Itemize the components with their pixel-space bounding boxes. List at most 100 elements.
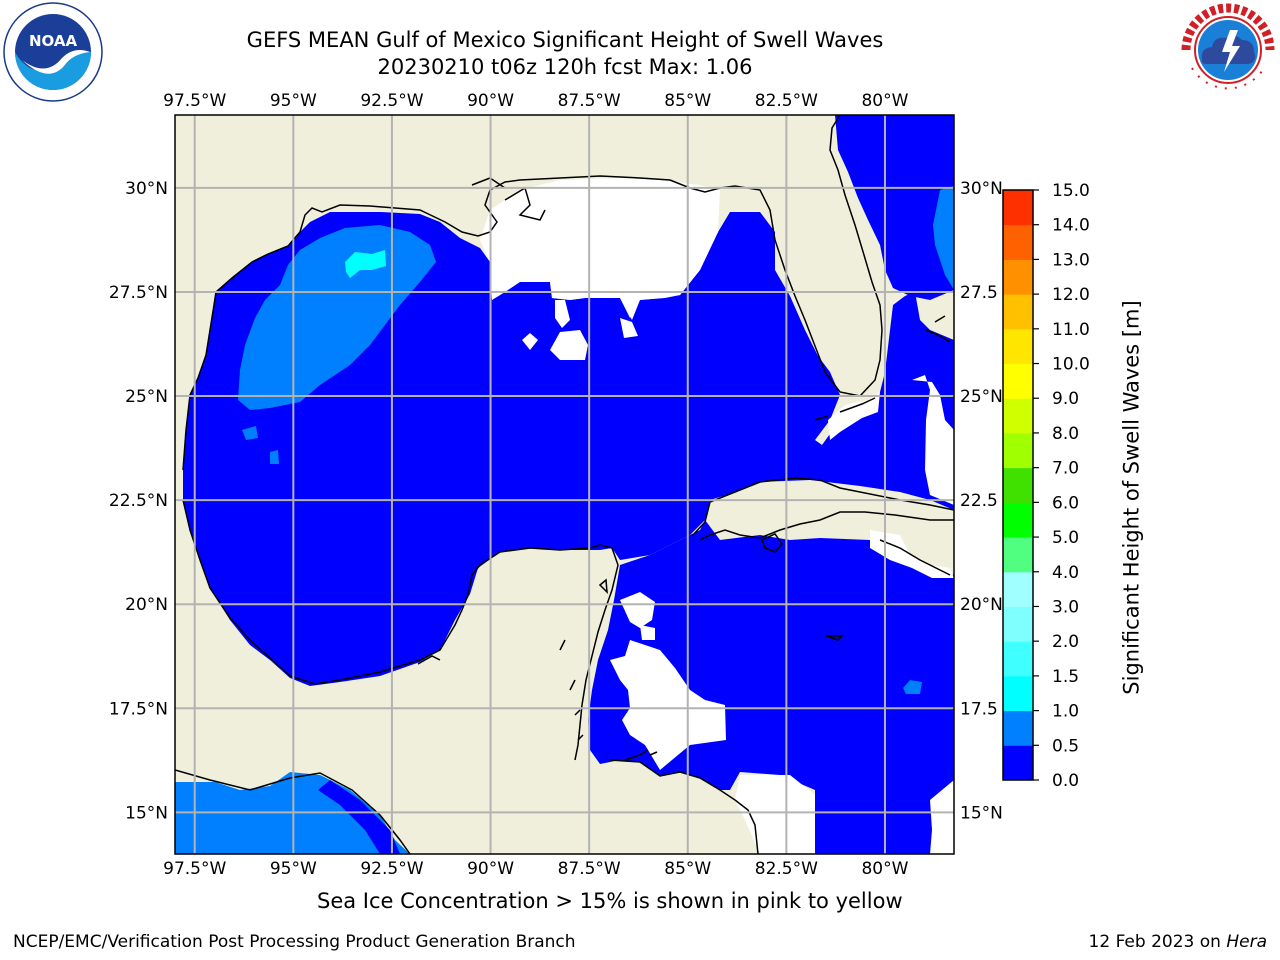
colorbar-tick-8: 6.0: [1052, 493, 1079, 513]
colorbar-tick-17: 15.0: [1052, 181, 1090, 201]
nodata-area-d: [620, 318, 638, 338]
colorbar-band-6: [1003, 537, 1033, 573]
colorbar-tick-11: 9.0: [1052, 389, 1079, 409]
coast-gulf: [182, 115, 883, 471]
lat-tick-right-1: 27.5: [960, 283, 998, 303]
gulf-swell-1-patch: [345, 250, 386, 278]
credit-text: NCEP/EMC/Verification Post Processing Pr…: [13, 932, 576, 952]
gulf-swell-05-patch-b: [270, 450, 279, 464]
lon-tick-bottom-6: 82.5°W: [755, 859, 818, 879]
colorbar-tick-15: 13.0: [1052, 250, 1090, 270]
nodata-area-nicaragua: [735, 775, 815, 854]
coast-yucatan: [182, 499, 619, 761]
coast-honduras-bay: [624, 749, 658, 761]
lon-tick-top-1: 95°W: [270, 91, 317, 111]
nodata-area-caribbean-b: [640, 625, 655, 640]
nws-logo-icon: [1180, 2, 1276, 98]
lat-tick-right-0: 30°N: [960, 179, 1003, 199]
colorbar-band-10: [1003, 398, 1033, 434]
colorbar-tick-7: 5.0: [1052, 528, 1079, 548]
colorbar-band-16: [1003, 190, 1033, 226]
colorbar-band-9: [1003, 432, 1033, 469]
lat-tick-left-2: 25°N: [125, 387, 168, 407]
coast-hispaniola: [879, 539, 951, 576]
lon-tick-top-4: 87.5°W: [558, 91, 621, 111]
lon-tick-bottom-4: 87.5°W: [558, 859, 621, 879]
chart-subtitle: 20230210 t06z 120h fcst Max: 1.06: [377, 55, 753, 79]
colorbar-tick-9: 7.0: [1052, 459, 1079, 479]
nodata-area-a: [550, 330, 588, 360]
coast-isla-juventud: [761, 533, 783, 553]
noaa-logo-icon: NOAA: [3, 2, 103, 102]
lat-tick-left-0: 30°N: [125, 179, 168, 199]
colorbar-band-5: [1003, 571, 1033, 607]
coast-jamaica: [825, 635, 844, 641]
lat-tick-right-5: 17.5: [960, 699, 998, 719]
colorbar-band-13: [1003, 294, 1033, 330]
colorbar-band-3: [1003, 641, 1033, 677]
coast-yucatan-north: [417, 655, 441, 665]
lat-tick-left-1: 27.5°N: [109, 283, 168, 303]
map-frame: [174, 114, 955, 855]
atlantic-ocean-field: [835, 115, 954, 300]
colorbar-tick-10: 8.0: [1052, 424, 1079, 444]
lat-tick-right-6: 15°N: [960, 803, 1003, 823]
lon-tick-bottom-0: 97.5°W: [163, 859, 226, 879]
nodata-area-caribbean: [620, 592, 655, 628]
atlantic-swell-05-patch: [933, 186, 954, 290]
lon-tick-top-6: 82.5°W: [755, 91, 818, 111]
gulf-swell-05-field: [238, 225, 436, 410]
colorbar-band-0: [1003, 745, 1033, 781]
coast-honduras: [609, 759, 759, 854]
colorbar-band-11: [1003, 363, 1033, 399]
lat-tick-left-5: 17.5°N: [109, 699, 168, 719]
coast-cozumel: [598, 578, 608, 594]
lon-tick-bottom-3: 90°W: [467, 859, 514, 879]
lat-tick-left-6: 15°N: [125, 803, 168, 823]
colorbar-band-12: [1003, 328, 1033, 365]
lon-tick-top-2: 92.5°W: [360, 91, 423, 111]
colorbar: 0.0 0.5 1.0 1.5 2.0 3.0 4.0 5.0 6.0 7.0 8.0 9.0 10.0…: [1002, 181, 1090, 791]
nodata-area-c: [555, 300, 570, 328]
colorbar-band-8: [1003, 467, 1033, 503]
colorbar-tick-12: 10.0: [1052, 355, 1090, 375]
axis-tick-labels: 97.5°W 97.5°W 95°W 95°W 92.5°W 92.5°W 90°W 90°W…: [109, 91, 1003, 879]
chart-title: GEFS MEAN Gulf of Mexico Significant Hei…: [246, 28, 884, 52]
colorbar-tick-0: 0.0: [1052, 771, 1079, 791]
colorbar-band-1: [1003, 710, 1033, 746]
nodata-area-honduras: [610, 640, 726, 770]
colorbar-tick-3: 1.5: [1052, 667, 1079, 687]
noaa-logo-text: NOAA: [29, 32, 78, 50]
lon-tick-top-7: 80°W: [861, 91, 908, 111]
colorbar-tick-13: 11.0: [1052, 320, 1090, 340]
lat-tick-right-2: 25°N: [960, 387, 1003, 407]
colorbar-tick-6: 4.0: [1052, 563, 1079, 583]
colorbar-tick-5: 3.0: [1052, 597, 1079, 617]
coast-belize-islands: [559, 639, 584, 741]
lon-tick-bottom-2: 92.5°W: [360, 859, 423, 879]
lon-tick-bottom-1: 95°W: [270, 859, 317, 879]
lon-tick-top-5: 85°W: [664, 91, 711, 111]
colorbar-tick-2: 1.0: [1052, 702, 1079, 722]
colorbar-band-14: [1003, 259, 1033, 295]
colorbar-band-15: [1003, 224, 1033, 260]
colorbar-tick-14: 12.0: [1052, 285, 1090, 305]
run-host: Hera: [1226, 932, 1267, 952]
run-date-text: 12 Feb 2023 on: [1088, 932, 1221, 952]
lon-tick-bottom-5: 85°W: [664, 859, 711, 879]
colorbar-tick-16: 14.0: [1052, 216, 1090, 236]
colorbar-band-4: [1003, 606, 1033, 642]
run-date: 12 Feb 2023 on Hera: [1089, 932, 1267, 952]
lon-tick-top-0: 97.5°W: [163, 91, 226, 111]
nodata-area-colombia: [930, 780, 954, 854]
colorbar-tick-4: 2.0: [1052, 632, 1079, 652]
sea-ice-note: Sea Ice Concentration > 15% is shown in …: [317, 889, 903, 913]
map-area: [175, 115, 954, 854]
lon-tick-top-3: 90°W: [467, 91, 514, 111]
lat-tick-left-4: 20°N: [125, 595, 168, 615]
nodata-area-b: [522, 333, 538, 350]
nodata-area-bahamas: [912, 375, 954, 505]
colorbar-band-7: [1003, 502, 1033, 538]
colorbar-tick-1: 0.5: [1052, 736, 1079, 756]
